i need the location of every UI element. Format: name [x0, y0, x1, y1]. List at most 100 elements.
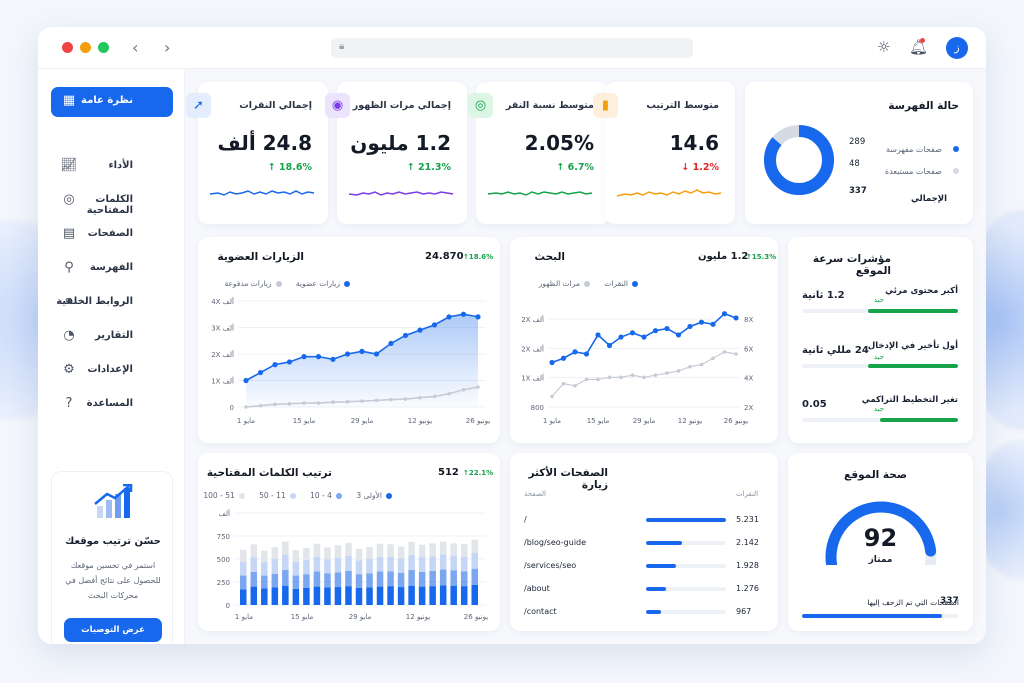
data-point — [359, 348, 365, 354]
bar-segment — [271, 573, 279, 588]
help-icon: ? — [65, 396, 73, 411]
app-window: ‹ › 🔒︎ ☼ 🔔︎ ز ▦ نظرة عامة 📈︎ الأداء ◎ ال… — [38, 27, 986, 644]
bar-segment — [303, 559, 310, 575]
speed-row-fid: أول تأخير في الإدخال جيد 24 مللي ثانية — [802, 341, 958, 381]
sidebar-item-keywords[interactable]: ◎ الكلمات المفتاحية — [51, 186, 173, 216]
health-title: صحة الموقع — [844, 469, 907, 481]
data-point — [475, 314, 481, 320]
bar-segment — [397, 572, 405, 588]
search-chart: 800 1X ألف 2X ألف 2X ألف 2X 4X 6X 8X 1 مايو 15 ما… — [521, 311, 753, 425]
y-right-tick-label: 4X — [744, 375, 753, 383]
sidebar-item-label: الإعدادات — [87, 364, 133, 375]
bar-segment — [418, 586, 426, 605]
sidebar-item-backlinks[interactable]: ⚭ الروابط الخلفية — [51, 288, 173, 318]
back-icon[interactable]: ‹ — [132, 38, 139, 57]
bar-segment — [366, 559, 373, 574]
address-bar[interactable]: 🔒︎ — [331, 38, 693, 58]
bar-segment — [355, 560, 363, 575]
bar-segment — [439, 585, 447, 605]
y-tick-label: 1X ألف — [521, 374, 544, 383]
window-minimize-button[interactable] — [80, 42, 91, 53]
bar-segment — [418, 557, 426, 572]
window-maximize-button[interactable] — [98, 42, 109, 53]
sidebar-item-overview[interactable]: ▦ نظرة عامة — [51, 87, 173, 117]
bar-segment — [439, 541, 447, 555]
theme-sun-icon[interactable]: ☼ — [877, 38, 891, 56]
speed-row-lcp: أكبر محتوى مرئي جيد 1.2 ثانية — [802, 286, 958, 326]
bar-segment — [376, 571, 384, 587]
clicks-fill — [646, 564, 677, 568]
bar-segment — [334, 587, 342, 605]
top-page-row[interactable]: / 5.231 — [524, 511, 760, 533]
gauge-fill — [825, 501, 937, 565]
data-point — [272, 362, 278, 368]
bar-segment — [460, 586, 468, 605]
indexed-row: صفحات مفهرسة 289 — [849, 137, 959, 154]
keywords-value: 512 — [438, 467, 459, 478]
forward-icon[interactable]: › — [164, 38, 171, 57]
data-point — [388, 340, 394, 346]
bar-segment — [240, 575, 247, 590]
data-point — [549, 359, 555, 366]
data-point — [273, 402, 277, 407]
bar-segment — [376, 556, 384, 572]
top-page-row[interactable]: /blog/seo-guide 2.142 — [524, 534, 760, 556]
sidebar-item-indexing[interactable]: ⚲ الفهرسة — [51, 254, 173, 284]
metric-fill — [867, 364, 958, 368]
promo-card: حسّن ترتيب موقعك استمر في تحسين موقعك لل… — [51, 471, 173, 644]
bar-segment — [324, 573, 331, 588]
view-recommendations-button[interactable]: عرض التوصيات — [64, 618, 162, 642]
total-value: 337 — [849, 186, 867, 196]
organic-legend: زيارات عضوية زيارات مدفوعة — [212, 279, 350, 288]
y-right-tick-label: 6X — [744, 345, 753, 353]
kpi-title: متوسط الترتيب — [646, 100, 719, 111]
excluded-value: 48 — [849, 159, 860, 169]
bar-segment — [345, 570, 352, 587]
data-point — [432, 394, 437, 399]
data-point — [244, 405, 248, 409]
bar-segment — [324, 587, 331, 605]
sidebar-item-pages[interactable]: ▤ الصفحات — [51, 220, 173, 250]
bar-segment — [345, 586, 352, 605]
sidebar-item-performance[interactable]: 📈︎ الأداء — [51, 152, 173, 182]
kpi-value: 24.8 ألف — [217, 131, 312, 155]
clicks-fill — [646, 587, 666, 591]
clicks-bar — [646, 541, 726, 545]
data-point — [257, 369, 264, 376]
title-bar: ‹ › 🔒︎ ☼ 🔔︎ ز — [38, 27, 986, 69]
bar-segment — [355, 548, 363, 561]
bar-segment — [324, 559, 331, 574]
data-point — [653, 373, 658, 377]
sidebar-item-settings[interactable]: ⚙ الإعدادات — [51, 356, 173, 386]
bar-segment — [460, 571, 468, 587]
kpi-delta: ↑ 18.6% — [267, 162, 312, 173]
top-page-row[interactable]: /about 1.276 — [524, 580, 760, 602]
data-point — [584, 377, 589, 382]
site-health-card: صحة الموقع 92 ممتاز الصفحات التي تم الزح… — [788, 453, 973, 631]
data-point — [652, 328, 659, 334]
data-point — [315, 354, 322, 360]
data-point — [418, 395, 422, 400]
x-tick-label: 12 يونيو — [678, 417, 702, 425]
metric-bar — [802, 364, 958, 368]
top-page-row[interactable]: /contact 967 — [524, 603, 760, 625]
bar-segment — [240, 589, 247, 605]
click-target-icon: ◎ — [468, 93, 493, 118]
indexing-card: حالة الفهرسة صفحات مفهرسة 289 صفحات مستب… — [745, 82, 973, 224]
kpi-impressions-card: ◉ إجمالي مرات الظهور 1.2 مليون ↑ 21.3% — [325, 82, 467, 224]
sidebar-item-label: الأداء — [108, 160, 133, 171]
avatar[interactable]: ز — [946, 37, 968, 59]
window-close-button[interactable] — [62, 42, 73, 53]
sidebar-item-help[interactable]: ? المساعدة — [51, 390, 173, 420]
bar-segment — [418, 544, 426, 558]
bar-segment — [397, 558, 405, 573]
bell-icon[interactable]: 🔔︎ — [909, 38, 929, 56]
bar-segment — [292, 561, 300, 576]
top-page-row[interactable]: /services/seo 1.928 — [524, 557, 760, 579]
sidebar-item-reports[interactable]: ◔ التقارير — [51, 322, 173, 352]
total-row: الإجمالي 337 — [849, 186, 959, 204]
data-point — [573, 384, 577, 388]
bar-segment — [450, 543, 457, 556]
search-delta: ↑15.3% — [746, 253, 777, 261]
bar-segment — [387, 586, 394, 605]
